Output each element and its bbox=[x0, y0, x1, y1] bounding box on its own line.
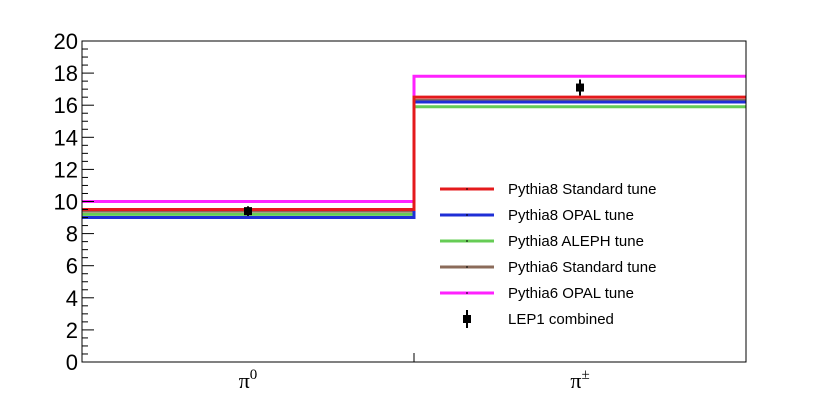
legend-label: Pythia8 OPAL tune bbox=[508, 207, 634, 224]
y-tick-label: 8 bbox=[66, 222, 78, 247]
legend-entry-0: Pythia8 Standard tune bbox=[440, 181, 656, 198]
x-tick-label: π0 bbox=[239, 367, 258, 393]
y-tick-label: 12 bbox=[54, 157, 78, 182]
legend: Pythia8 Standard tune Pythia8 OPAL tune Py… bbox=[440, 181, 656, 328]
data-point-0 bbox=[244, 207, 252, 216]
legend-label: Pythia8 ALEPH tune bbox=[508, 233, 644, 250]
y-tick-label: 0 bbox=[66, 350, 78, 375]
y-tick-label: 2 bbox=[66, 318, 78, 343]
data-point-1 bbox=[576, 83, 584, 92]
legend-entry-1: Pythia8 OPAL tune bbox=[440, 207, 634, 224]
y-tick-label: 14 bbox=[54, 125, 78, 150]
axis-layer: 0 2 4 6 8 10 12 14 16 18 20 π0 π± bbox=[54, 29, 590, 393]
legend-label: Pythia6 Standard tune bbox=[508, 259, 656, 276]
x-tick-label: π± bbox=[570, 367, 589, 393]
y-tick-label: 20 bbox=[54, 29, 78, 54]
legend-entry-2: Pythia8 ALEPH tune bbox=[440, 233, 644, 250]
series-layer bbox=[82, 74, 746, 220]
y-tick-label: 4 bbox=[66, 286, 78, 311]
legend-swatch bbox=[463, 315, 471, 323]
legend-entry-4: Pythia6 OPAL tune bbox=[440, 285, 634, 302]
legend-entry-3: Pythia6 Standard tune bbox=[440, 259, 656, 276]
y-tick-label: 6 bbox=[66, 254, 78, 279]
legend-label: Pythia8 Standard tune bbox=[508, 181, 656, 198]
y-tick-label: 18 bbox=[54, 61, 78, 86]
legend-label: LEP1 combined bbox=[508, 311, 614, 328]
legend-label: Pythia6 OPAL tune bbox=[508, 285, 634, 302]
legend-entry-5: LEP1 combined bbox=[463, 310, 614, 328]
y-tick-label: 16 bbox=[54, 93, 78, 118]
y-tick-label: 10 bbox=[54, 190, 78, 215]
